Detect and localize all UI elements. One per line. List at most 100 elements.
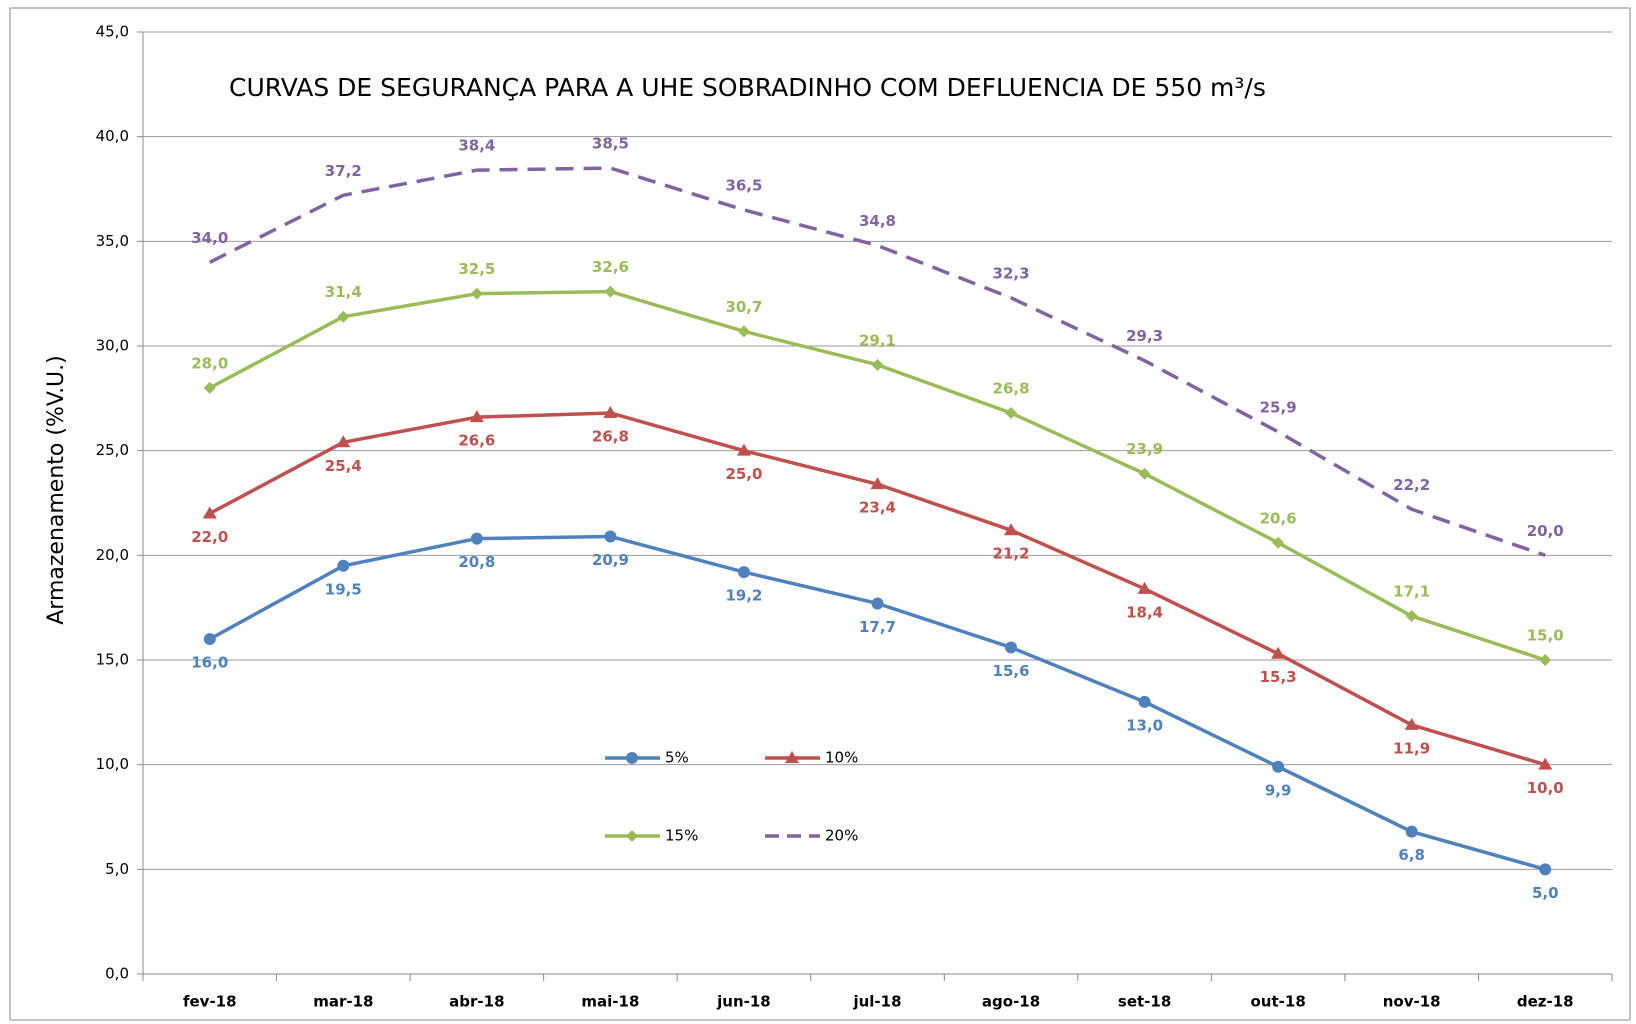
data-label: 20,9	[592, 551, 629, 569]
x-tick-label: jul-18	[852, 993, 901, 1011]
point	[203, 381, 216, 394]
point	[604, 530, 617, 543]
y-axis-label: Armazenamento (%V.U.)	[44, 355, 69, 625]
data-label: 23,9	[1126, 440, 1163, 458]
data-label: 26,8	[592, 427, 629, 445]
data-label: 25,9	[1260, 398, 1297, 416]
y-tick-label: 45,0	[96, 23, 129, 41]
data-label: 13,0	[1126, 716, 1163, 734]
point	[1538, 757, 1553, 770]
x-tick-label: out-18	[1251, 993, 1306, 1011]
x-tick-label: fev-18	[183, 993, 237, 1011]
data-label: 34,8	[859, 212, 896, 230]
x-tick-label: set-18	[1118, 993, 1171, 1011]
point	[871, 358, 884, 371]
data-label: 26,8	[993, 379, 1030, 397]
point	[469, 410, 484, 423]
y-tick-label: 10,0	[96, 755, 129, 773]
legend-label: 10%	[825, 749, 858, 767]
data-label: 19,2	[725, 587, 762, 605]
x-tick-label: mar-18	[313, 993, 373, 1011]
legend-marker	[785, 751, 799, 763]
data-label: 31,4	[325, 283, 362, 301]
data-label: 10,0	[1527, 779, 1564, 797]
legend-label: 15%	[665, 827, 698, 845]
point	[337, 310, 350, 323]
data-label: 37,2	[325, 162, 362, 180]
data-label: 25,4	[325, 457, 362, 475]
point	[1005, 406, 1018, 419]
data-label: 34,0	[191, 229, 228, 247]
data-label: 25,0	[725, 465, 762, 483]
point	[1272, 536, 1285, 549]
point	[1138, 467, 1151, 480]
data-label: 15,6	[993, 662, 1030, 680]
data-label: 21,2	[993, 545, 1030, 563]
chart-title: CURVAS DE SEGURANÇA PARA A UHE SOBRADINH…	[229, 73, 1266, 102]
point	[1405, 610, 1418, 623]
x-tick-label: ago-18	[982, 993, 1040, 1011]
point	[337, 559, 350, 572]
y-tick-label: 30,0	[96, 337, 129, 355]
legend-marker	[626, 752, 638, 764]
y-tick-label: 5,0	[105, 860, 129, 878]
data-label: 26,6	[458, 432, 495, 450]
point	[336, 435, 351, 448]
y-tick-label: 35,0	[96, 232, 129, 250]
point	[604, 285, 617, 298]
point	[1005, 641, 1018, 654]
y-tick-label: 0,0	[105, 965, 129, 983]
data-label: 9,9	[1265, 781, 1292, 799]
series-line	[208, 166, 1546, 557]
data-label: 5,0	[1532, 884, 1559, 902]
data-label: 28,0	[191, 354, 228, 372]
data-label: 18,4	[1126, 603, 1163, 621]
point	[1271, 646, 1286, 659]
point	[1138, 695, 1151, 708]
y-tick-label: 15,0	[96, 651, 129, 669]
point	[736, 443, 751, 456]
data-label: 38,4	[458, 137, 495, 155]
point	[871, 597, 884, 610]
data-label: 11,9	[1393, 739, 1430, 757]
data-label: 16,0	[191, 654, 228, 672]
point	[1405, 825, 1418, 838]
y-tick-label: 40,0	[96, 127, 129, 145]
data-label: 36,5	[725, 176, 762, 194]
point	[737, 566, 750, 579]
data-label: 32,6	[592, 258, 629, 276]
data-label: 32,5	[458, 260, 495, 278]
point	[1137, 581, 1152, 594]
point	[603, 405, 618, 418]
point	[1539, 654, 1552, 666]
point	[470, 532, 483, 545]
y-tick-label: 25,0	[96, 441, 129, 459]
data-label: 29,3	[1126, 327, 1163, 345]
point	[1004, 523, 1019, 536]
data-label: 17,7	[859, 618, 896, 636]
data-label: 23,4	[859, 499, 896, 517]
data-label: 19,5	[325, 580, 362, 598]
y-tick-label: 20,0	[96, 546, 129, 564]
data-label: 15,0	[1527, 627, 1564, 645]
data-label: 20,6	[1260, 509, 1297, 527]
data-label: 38,5	[592, 135, 629, 153]
legend-label: 5%	[665, 749, 689, 767]
x-tick-label: nov-18	[1383, 993, 1441, 1011]
point	[1404, 717, 1419, 730]
point	[470, 287, 483, 300]
data-label: 32,3	[993, 264, 1030, 282]
legend-label: 20%	[825, 827, 858, 845]
point	[1539, 863, 1552, 876]
point	[203, 633, 216, 646]
data-label: 15,3	[1260, 668, 1297, 686]
point	[737, 325, 750, 338]
point	[1272, 760, 1285, 773]
legend-marker	[626, 830, 638, 842]
chart-frame	[9, 7, 1631, 1021]
data-label: 20,0	[1527, 522, 1564, 540]
point	[870, 477, 885, 490]
data-label: 29,1	[859, 331, 896, 349]
data-label: 6,8	[1398, 846, 1425, 864]
